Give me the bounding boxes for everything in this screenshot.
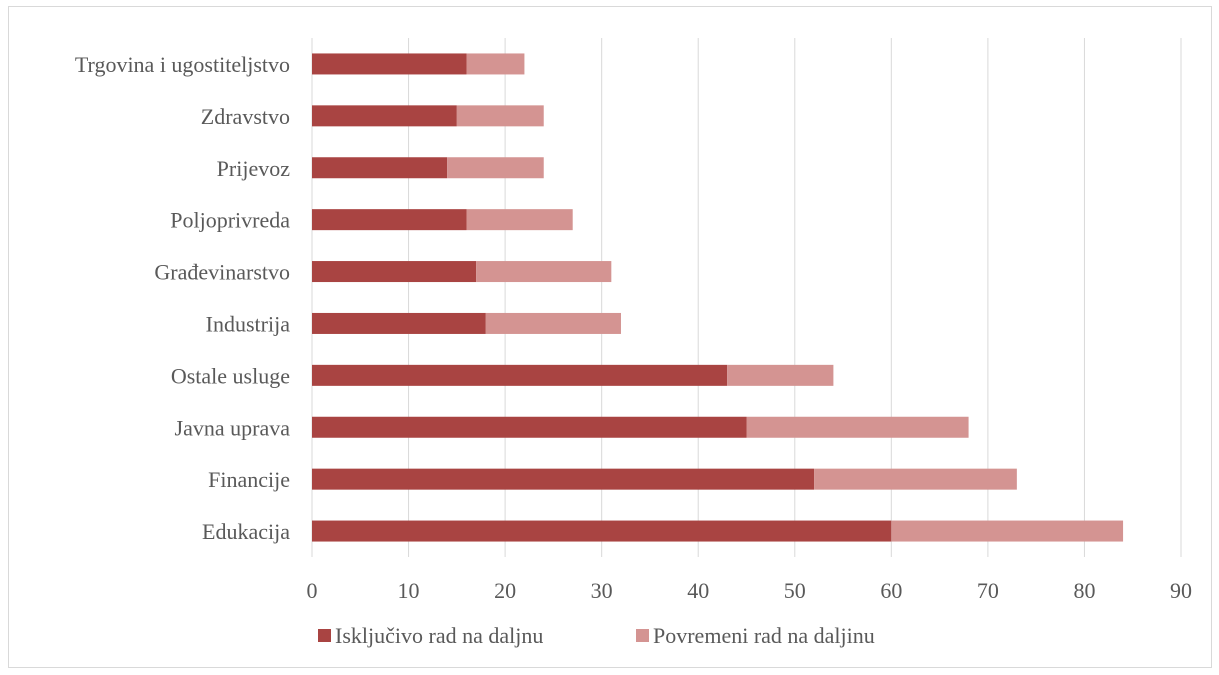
category-label: Ostale usluge bbox=[171, 363, 290, 388]
bar-iskljucivo-1 bbox=[312, 105, 457, 127]
bar-iskljucivo-3 bbox=[312, 209, 467, 231]
bar-povremeni-5 bbox=[485, 312, 621, 334]
bar-iskljucivo-9 bbox=[312, 520, 892, 542]
bar-iskljucivo-2 bbox=[312, 157, 448, 179]
category-label: Industrija bbox=[206, 311, 291, 336]
bar-iskljucivo-4 bbox=[312, 261, 477, 283]
category-label: Trgovina i ugostiteljstvo bbox=[75, 52, 290, 77]
x-tick-label: 50 bbox=[784, 578, 806, 603]
x-tick-label: 20 bbox=[494, 578, 516, 603]
bar-iskljucivo-6 bbox=[312, 364, 728, 386]
x-tick-label: 10 bbox=[398, 578, 420, 603]
x-tick-label: 40 bbox=[687, 578, 709, 603]
bar-iskljucivo-0 bbox=[312, 53, 467, 75]
bar-iskljucivo-8 bbox=[312, 468, 815, 490]
bar-povremeni-1 bbox=[456, 105, 544, 127]
bar-iskljucivo-5 bbox=[312, 312, 486, 334]
x-tick-label: 60 bbox=[880, 578, 902, 603]
bar-povremeni-7 bbox=[746, 416, 969, 438]
legend-swatch-1 bbox=[636, 629, 649, 642]
x-tick-label: 0 bbox=[307, 578, 318, 603]
bar-povremeni-6 bbox=[727, 364, 834, 386]
x-tick-label: 30 bbox=[591, 578, 613, 603]
bar-povremeni-9 bbox=[891, 520, 1124, 542]
x-tick-label: 80 bbox=[1073, 578, 1095, 603]
bar-iskljucivo-7 bbox=[312, 416, 747, 438]
legend-label-0: Isključivo rad na daljnu bbox=[335, 623, 543, 648]
category-label: Građevinarstvo bbox=[154, 260, 290, 285]
x-tick-label: 70 bbox=[977, 578, 999, 603]
legend-swatch-0 bbox=[318, 629, 331, 642]
category-label: Financije bbox=[208, 467, 290, 492]
x-tick-label: 90 bbox=[1170, 578, 1192, 603]
bar-povremeni-8 bbox=[814, 468, 1017, 490]
legend: Isključivo rad na daljnu Povremeni rad na… bbox=[318, 623, 875, 648]
category-label: Zdravstvo bbox=[201, 104, 290, 129]
x-tick-labels: 0 10 20 30 40 50 60 70 80 90 bbox=[307, 578, 1193, 603]
chart-frame bbox=[8, 6, 1212, 668]
bar-povremeni-0 bbox=[466, 53, 525, 75]
category-label: Poljoprivreda bbox=[170, 208, 290, 233]
bar-povremeni-4 bbox=[476, 261, 612, 283]
category-label: Edukacija bbox=[202, 519, 290, 544]
category-label: Prijevoz bbox=[217, 156, 291, 181]
category-label: Javna uprava bbox=[175, 415, 291, 440]
bar-povremeni-3 bbox=[466, 209, 573, 231]
bars bbox=[312, 53, 1124, 542]
legend-label-1: Povremeni rad na daljinu bbox=[653, 623, 875, 648]
bar-povremeni-2 bbox=[447, 157, 544, 179]
category-labels: Trgovina i ugostiteljstvo Zdravstvo Prijev… bbox=[75, 52, 290, 544]
